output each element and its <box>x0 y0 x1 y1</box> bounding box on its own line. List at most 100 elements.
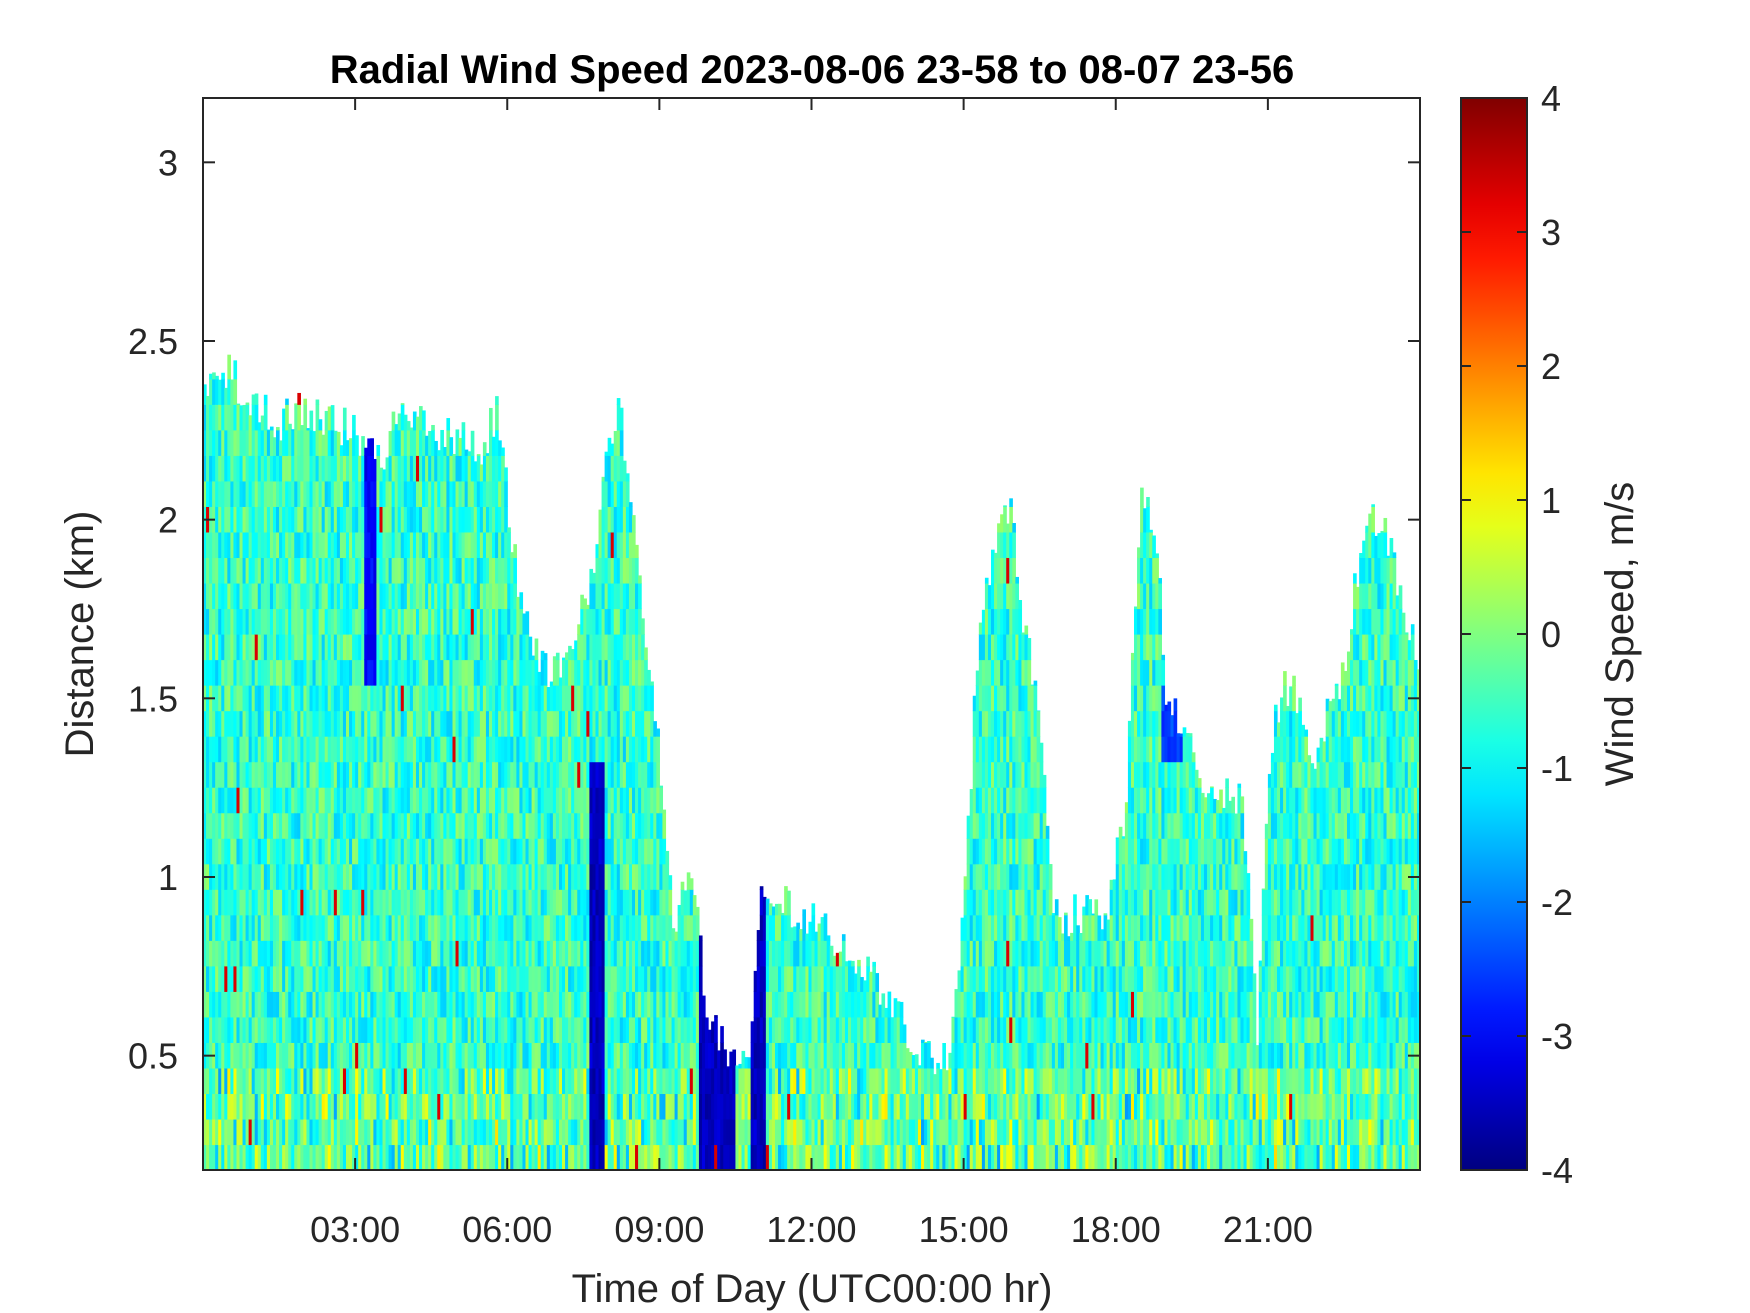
heatmap-cell <box>291 1144 295 1170</box>
heatmap-cell <box>908 1052 913 1069</box>
heatmap-cell <box>339 659 344 686</box>
heatmap-cell <box>391 710 396 737</box>
heatmap-cell <box>513 965 517 992</box>
heatmap-cell <box>251 1144 256 1170</box>
heatmap-cell <box>394 424 399 431</box>
heatmap-cell <box>376 659 381 686</box>
heatmap-cell <box>245 991 250 1018</box>
heatmap-cell <box>376 838 381 865</box>
heatmap-cell <box>306 1118 311 1146</box>
heatmap-cell <box>583 787 587 814</box>
heatmap-cell <box>631 685 636 712</box>
heatmap-cell <box>239 506 244 533</box>
heatmap-cell <box>796 991 800 1018</box>
heatmap-cell <box>318 531 323 559</box>
heatmap-cell <box>659 1093 664 1120</box>
heatmap-cell <box>574 1016 578 1043</box>
heatmap-cell <box>339 787 344 814</box>
heatmap-cell <box>799 991 803 1018</box>
heatmap-cell <box>826 965 831 992</box>
heatmap-cell <box>768 1144 773 1170</box>
heatmap-cell <box>455 480 460 507</box>
heatmap-cell <box>266 1093 271 1120</box>
heatmap-cell <box>492 812 496 839</box>
heatmap-cell <box>276 889 280 916</box>
heatmap-cell <box>592 1093 597 1120</box>
heatmap-cell <box>303 889 308 916</box>
heatmap-cell <box>370 889 374 916</box>
heatmap-cell <box>400 685 405 712</box>
heatmap-cell <box>382 787 387 814</box>
heatmap-cell <box>638 608 642 635</box>
heatmap-cell <box>829 1118 834 1146</box>
heatmap-cell <box>504 736 508 763</box>
heatmap-cell <box>282 455 286 482</box>
heatmap-cell <box>479 608 484 635</box>
heatmap-cell <box>841 1067 846 1095</box>
heatmap-cell <box>443 1093 447 1120</box>
heatmap-cell <box>674 940 679 967</box>
heatmap-cell <box>534 1042 539 1069</box>
heatmap-cell <box>248 1016 253 1043</box>
heatmap-cell <box>580 1118 584 1146</box>
heatmap-cell <box>276 429 280 456</box>
heatmap-cell <box>215 838 219 865</box>
heatmap-cell <box>619 1144 624 1170</box>
heatmap-cell <box>519 838 524 865</box>
heatmap-cell <box>239 405 244 431</box>
heatmap-cell <box>428 710 432 737</box>
heatmap-cell <box>391 480 396 507</box>
heatmap-cell <box>896 1093 901 1120</box>
heatmap-cell <box>473 787 478 814</box>
heatmap-cell <box>336 889 341 916</box>
heatmap-cell <box>330 889 335 916</box>
heatmap-cell <box>565 787 569 814</box>
heatmap-cell <box>473 608 478 635</box>
heatmap-cell <box>272 965 277 992</box>
heatmap-cell <box>568 1042 572 1069</box>
heatmap-cell <box>236 1144 241 1170</box>
heatmap-cell <box>409 1016 414 1043</box>
heatmap-cell <box>644 736 648 763</box>
heatmap-cell <box>851 1093 855 1120</box>
heatmap-cell <box>425 710 429 737</box>
heatmap-cell <box>790 965 794 992</box>
heatmap-cell <box>440 1093 444 1120</box>
heatmap-cell <box>367 889 371 916</box>
heatmap-cell <box>650 914 654 941</box>
heatmap-cell <box>233 659 238 686</box>
heatmap-cell <box>422 787 426 814</box>
heatmap-cell <box>619 557 624 584</box>
heatmap-cell <box>531 1016 536 1043</box>
heatmap-cell <box>930 1144 934 1170</box>
heatmap-cell <box>342 736 347 763</box>
heatmap-cell <box>269 787 274 814</box>
heatmap-cell <box>610 838 615 865</box>
heatmap-cell <box>434 557 438 584</box>
heatmap-cell <box>622 557 627 584</box>
heatmap-cell <box>309 531 314 559</box>
heatmap-cell <box>342 531 347 559</box>
heatmap-cell <box>440 531 444 559</box>
heatmap-cell <box>425 838 429 865</box>
heatmap-cell <box>787 890 791 916</box>
heatmap-cell <box>385 1118 390 1146</box>
heatmap-cell <box>437 812 441 839</box>
heatmap-cell <box>285 736 289 763</box>
heatmap-cell <box>379 1144 384 1170</box>
heatmap-cell <box>455 965 460 992</box>
heatmap-cell <box>571 991 575 1018</box>
heatmap-cell <box>622 506 627 533</box>
heatmap-cell <box>285 863 289 890</box>
heatmap-cell <box>498 965 502 992</box>
heatmap-cell <box>650 1093 654 1120</box>
heatmap-cell <box>522 940 527 967</box>
heatmap-cell <box>379 914 384 941</box>
heatmap-cell <box>470 480 475 507</box>
heatmap-cell <box>528 1016 533 1043</box>
heatmap-cell <box>373 736 378 763</box>
heatmap-cell <box>565 1067 569 1095</box>
heatmap-cell <box>771 1067 776 1095</box>
heatmap-cell <box>504 1118 508 1146</box>
heatmap-cell <box>224 1016 228 1043</box>
